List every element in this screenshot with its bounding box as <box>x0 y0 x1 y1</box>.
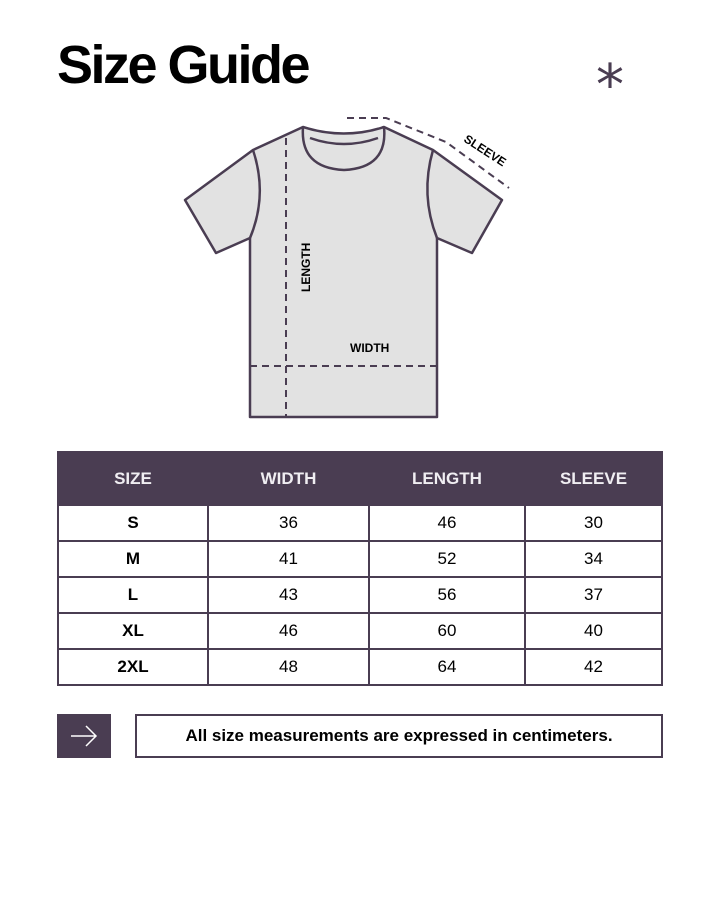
length-cell: 60 <box>368 612 526 650</box>
header-sleeve: SLEEVE <box>524 451 663 506</box>
length-cell: 46 <box>368 504 526 542</box>
header-width: WIDTH <box>207 451 370 506</box>
table-row: S 36 46 30 <box>57 504 663 542</box>
width-cell: 43 <box>207 576 370 614</box>
table-header-row: SIZE WIDTH LENGTH SLEEVE <box>57 451 663 506</box>
size-cell: 2XL <box>57 648 209 686</box>
sleeve-cell: 42 <box>524 648 663 686</box>
table-row: L 43 56 37 <box>57 576 663 614</box>
header-length: LENGTH <box>368 451 526 506</box>
size-cell: L <box>57 576 209 614</box>
width-cell: 36 <box>207 504 370 542</box>
width-cell: 46 <box>207 612 370 650</box>
collar-inner <box>309 136 379 146</box>
tshirt-illustration: LENGTH WIDTH SLEEVE <box>183 117 510 419</box>
size-cell: M <box>57 540 209 578</box>
sleeve-label: SLEEVE <box>461 132 508 170</box>
length-label: LENGTH <box>299 243 313 292</box>
page-title: Size Guide <box>57 35 311 95</box>
collar-outer <box>301 126 386 172</box>
width-cell: 41 <box>207 540 370 578</box>
sleeve-cell: 37 <box>524 576 663 614</box>
sleeve-cell: 30 <box>524 504 663 542</box>
left-armhole <box>248 149 261 239</box>
table-row: XL 46 60 40 <box>57 612 663 650</box>
width-label: WIDTH <box>350 341 389 355</box>
right-armhole <box>426 149 439 239</box>
header-size: SIZE <box>57 451 209 506</box>
sleeve-cell: 34 <box>524 540 663 578</box>
asterisk-icon: * <box>596 53 624 118</box>
length-cell: 52 <box>368 540 526 578</box>
table-row: 2XL 48 64 42 <box>57 648 663 686</box>
length-cell: 56 <box>368 576 526 614</box>
arrow-button <box>57 714 111 758</box>
size-cell: S <box>57 504 209 542</box>
units-note: All size measurements are expressed in c… <box>135 714 663 758</box>
arrow-right-icon <box>71 725 98 747</box>
width-cell: 48 <box>207 648 370 686</box>
size-table: SIZE WIDTH LENGTH SLEEVE S 36 46 30 M 41 52 34 L… <box>57 451 663 686</box>
sleeve-cell: 40 <box>524 612 663 650</box>
length-cell: 64 <box>368 648 526 686</box>
size-cell: XL <box>57 612 209 650</box>
table-row: M 41 52 34 <box>57 540 663 578</box>
